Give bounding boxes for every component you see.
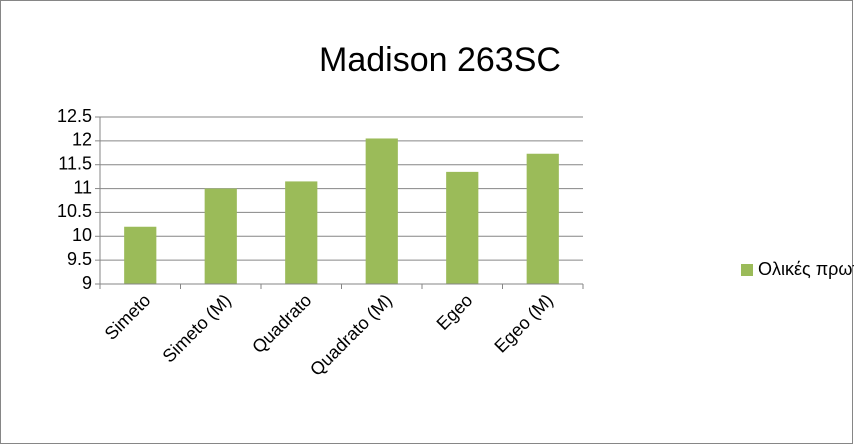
bar bbox=[365, 138, 398, 284]
legend-swatch bbox=[741, 264, 753, 276]
y-tick-label: 12.5 bbox=[57, 106, 92, 126]
bar bbox=[124, 226, 157, 284]
y-tick-label: 11 bbox=[73, 177, 92, 197]
y-tick-label: 12 bbox=[72, 130, 92, 150]
bar bbox=[204, 188, 237, 284]
y-tick-label: 10.5 bbox=[57, 201, 92, 221]
chart-title: Madison 263SC bbox=[319, 41, 561, 79]
y-tick-label: 10 bbox=[72, 225, 92, 245]
y-tick-label: 11.5 bbox=[58, 153, 92, 173]
bar bbox=[285, 181, 318, 284]
legend-label: Ολικές πρωτεΐνες bbox=[758, 259, 854, 279]
bar bbox=[446, 171, 479, 284]
bar bbox=[526, 153, 559, 284]
y-tick-label: 9.5 bbox=[67, 249, 92, 269]
y-tick-label: 9 bbox=[82, 273, 92, 293]
